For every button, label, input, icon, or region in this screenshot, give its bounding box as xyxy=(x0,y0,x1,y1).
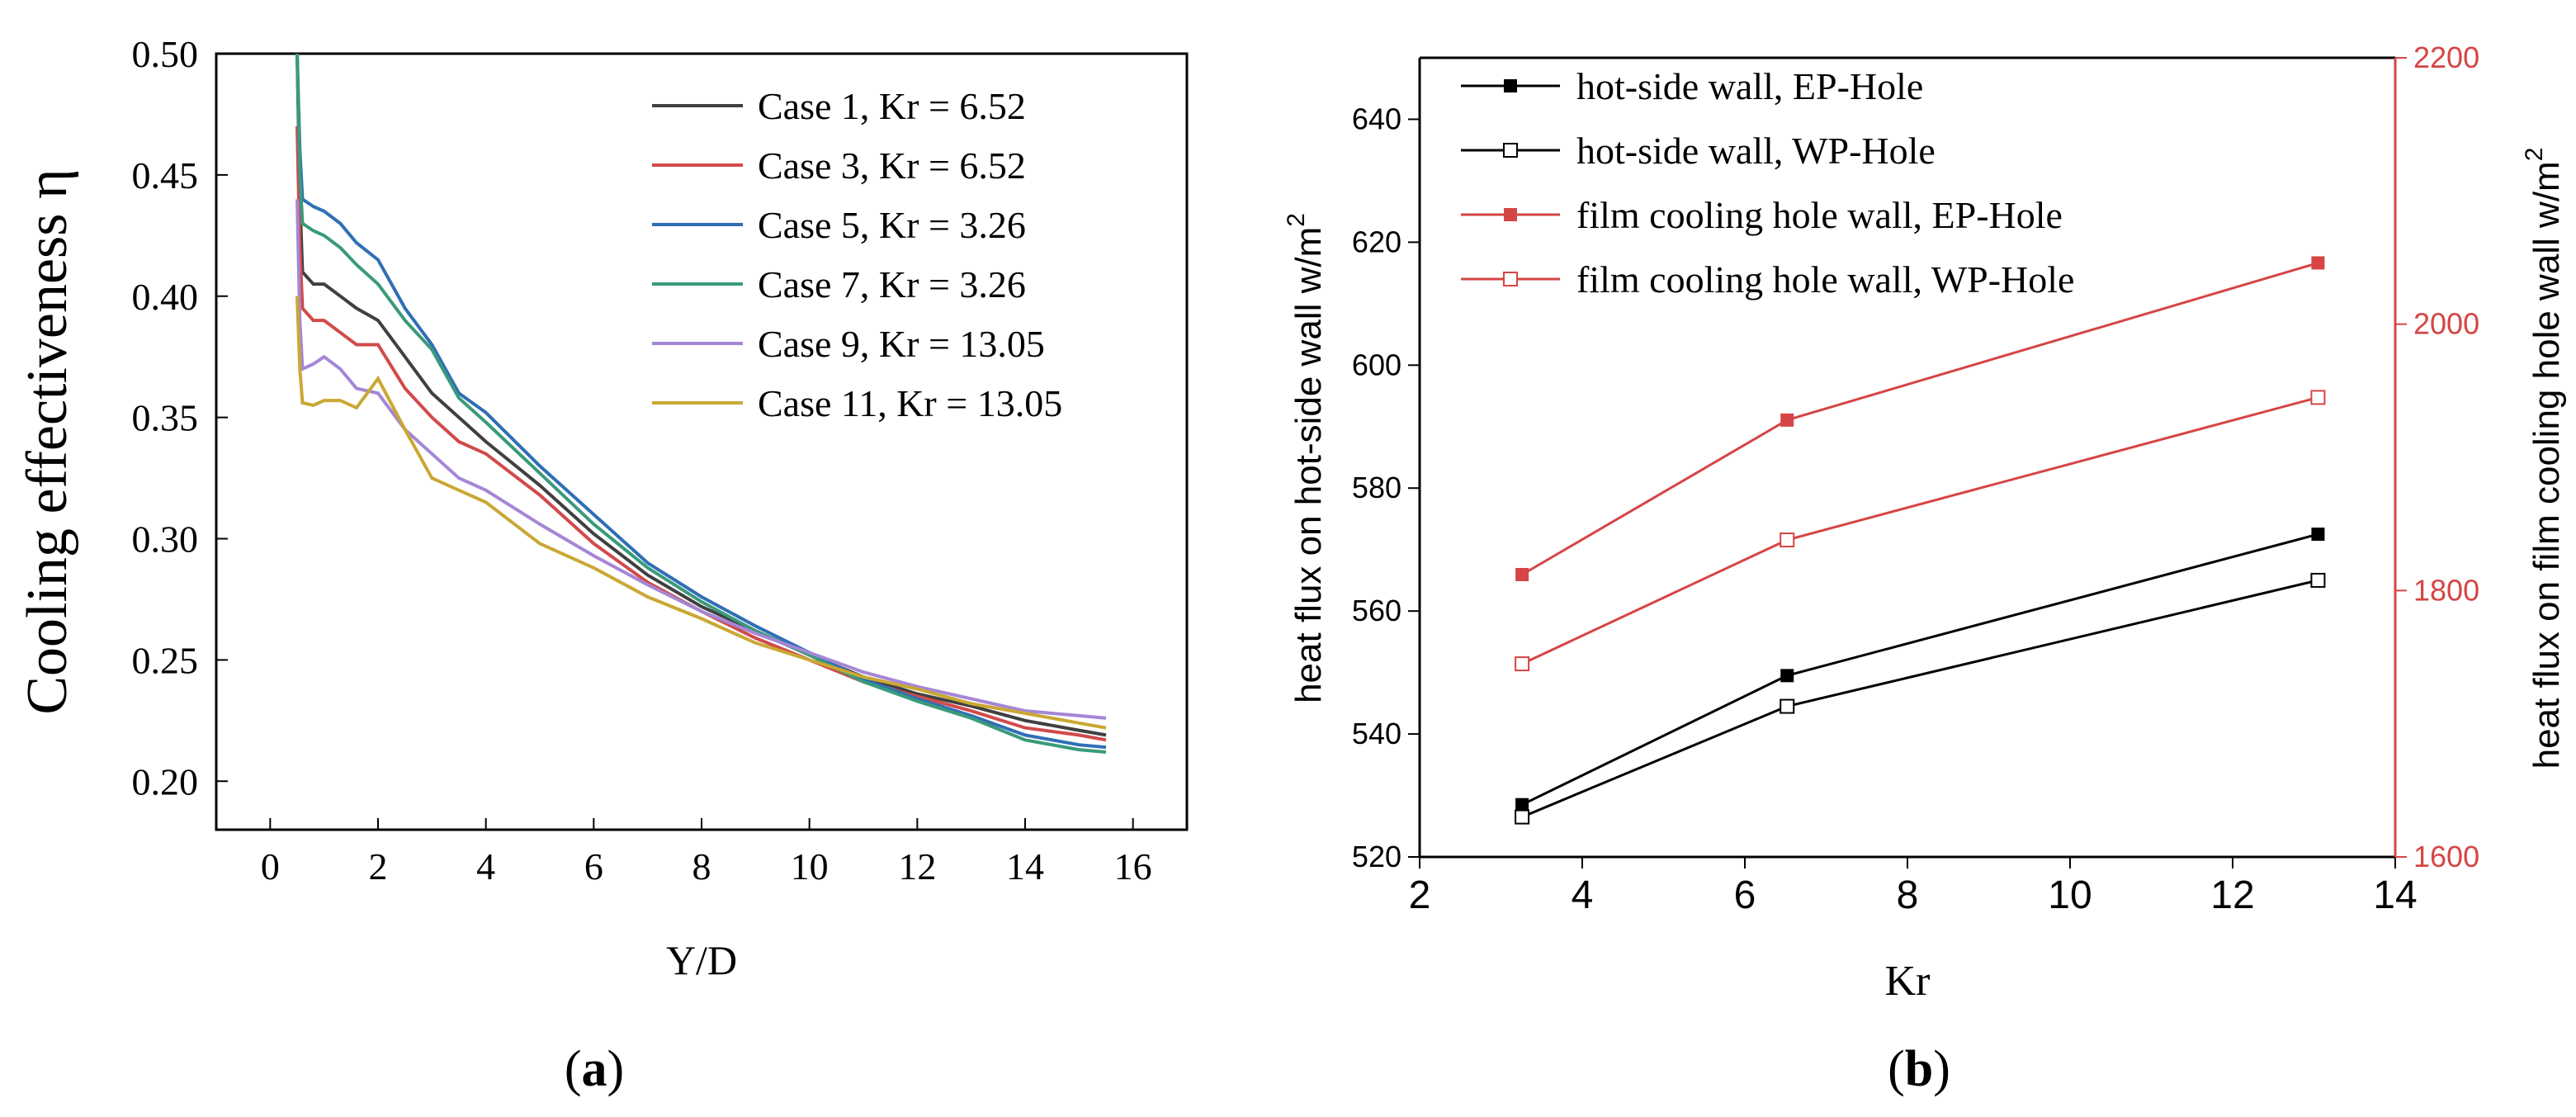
panel-a-ytick-label: 0.20 xyxy=(132,760,199,802)
panel-a-ylabel: Cooling effectiveness η xyxy=(16,168,79,714)
panel-b-legend-marker-4 xyxy=(1503,272,1518,286)
panel-a-legend-label-3: Case 5, Kr = 3.26 xyxy=(758,204,1026,246)
panel-b-point-s2-2 xyxy=(1780,698,1795,714)
panel-b-chart: 2 4 6 8 10 12 14 520 540 560 580 600 620 640 1600 1800 2… xyxy=(1283,40,2567,1097)
panel-b-ytick-label: 520 xyxy=(1352,840,1401,873)
panel-b-xtick-label: 4 xyxy=(1572,873,1594,917)
panel-a-caption-letter: a xyxy=(582,1041,607,1097)
panel-a-series-line-4 xyxy=(295,53,1107,754)
panel-b-ytick-label: 540 xyxy=(1352,717,1401,750)
panel-a-xtick-label: 0 xyxy=(261,845,280,887)
panel-a-ytick-label: 0.25 xyxy=(132,639,199,681)
panel-a-ytick-label: 0.40 xyxy=(132,276,199,318)
panel-b-xtick-label: 14 xyxy=(2373,873,2417,917)
panel-b-legend-label-1: hot-side wall, EP-Hole xyxy=(1576,65,1923,107)
panel-b-point-s2-1 xyxy=(1515,809,1530,825)
panel-a-xlabel: Y/D xyxy=(666,937,737,983)
panel-a-xtick-label: 6 xyxy=(584,845,603,887)
panel-b-xtick-label: 6 xyxy=(1734,873,1756,917)
panel-b-point-s3-2 xyxy=(1780,413,1794,427)
panel-a-ytick-label: 0.35 xyxy=(132,397,199,439)
panel-b-ytick-label: 600 xyxy=(1352,348,1401,381)
panel-a-caption: (a) xyxy=(565,1041,624,1097)
panel-b-point-s3-3 xyxy=(2311,256,2325,270)
panel-a-xtick-label: 12 xyxy=(898,845,936,887)
panel-b-series-line-3 xyxy=(1521,262,2318,576)
panel-b-point-s2-3 xyxy=(2310,572,2326,588)
panel-b-ylabel: heat flux on hot-side wall w/m2 xyxy=(1283,213,1329,703)
panel-a-series-line-3 xyxy=(295,53,1107,750)
panel-a-xtick-label: 14 xyxy=(1006,845,1044,887)
panel-b-ytick-label: 640 xyxy=(1352,102,1401,135)
panel-a-legend-label-2: Case 3, Kr = 6.52 xyxy=(758,144,1026,187)
panel-b-y2label: heat flux on film cooling hole wall w/m2 xyxy=(2521,148,2567,769)
panel-b-y2tick-label: 2000 xyxy=(2413,307,2479,341)
panel-b-point-s1-3 xyxy=(2311,528,2325,542)
panel-a-legend-label-1: Case 1, Kr = 6.52 xyxy=(758,85,1026,127)
panel-a-xtick-label: 4 xyxy=(476,845,495,887)
panel-b-y2tick-label: 1800 xyxy=(2413,573,2479,607)
panel-a-xtick-label: 16 xyxy=(1114,845,1152,887)
panel-b-ytick-label: 580 xyxy=(1352,471,1401,504)
panel-b-caption-letter: b xyxy=(1905,1041,1933,1097)
panel-b-legend-label-2: hot-side wall, WP-Hole xyxy=(1576,130,1936,172)
panel-a-xtick-label: 2 xyxy=(369,845,388,887)
panel-b-series-line-2 xyxy=(1521,579,2318,818)
panel-a-series-line-1 xyxy=(295,53,1107,737)
panel-b-legend-label-4: film cooling hole wall, WP-Hole xyxy=(1576,258,2074,301)
panel-a-ytick-label: 0.45 xyxy=(132,154,199,196)
panel-b-point-s4-3 xyxy=(2310,390,2326,405)
panel-b-point-s3-1 xyxy=(1515,567,1529,581)
panel-b-xtick-label: 8 xyxy=(1897,873,1919,917)
panel-b-ytick-label: 560 xyxy=(1352,594,1401,627)
panel-a-series-line-2 xyxy=(295,126,1107,742)
panel-a-xtick-label: 10 xyxy=(791,845,829,887)
panel-b-xlabel: Kr xyxy=(1885,958,1931,1005)
panel-b-point-s4-1 xyxy=(1515,656,1530,672)
panel-b-series-line-1 xyxy=(1521,532,2318,807)
panel-a-legend-label-4: Case 7, Kr = 3.26 xyxy=(758,263,1026,305)
panel-b-legend-marker-2 xyxy=(1503,143,1518,158)
panel-a-xtick-label: 8 xyxy=(692,845,711,887)
panel-b-xtick-label: 2 xyxy=(1409,873,1431,917)
panel-b-point-s1-2 xyxy=(1780,669,1794,683)
panel-b-y2tick-label: 1600 xyxy=(2413,840,2479,873)
panel-a-ytick-label: 0.50 xyxy=(132,33,199,75)
panel-b-point-s4-2 xyxy=(1780,532,1795,548)
panel-a-legend-label-6: Case 11, Kr = 13.05 xyxy=(758,382,1062,424)
panel-b-point-s1-1 xyxy=(1515,798,1529,812)
panel-b-xtick-label: 12 xyxy=(2210,873,2254,917)
panel-a-series-line-5 xyxy=(295,199,1107,720)
panel-b-xtick-label: 10 xyxy=(2048,873,2092,917)
panel-a-ytick-label: 0.30 xyxy=(132,518,199,561)
panel-b-legend-marker-3 xyxy=(1504,208,1517,221)
panel-b-legend-label-3: film cooling hole wall, EP-Hole xyxy=(1576,194,2063,236)
panel-a-legend-label-5: Case 9, Kr = 13.05 xyxy=(758,323,1045,365)
panel-b-caption: (b) xyxy=(1888,1041,1950,1097)
panel-b-series-line-4 xyxy=(1521,395,2318,665)
panel-a-chart: 0 2 4 6 8 10 12 14 16 0.20 0.25 0.30 0.35 0.40 0.45 0.5… xyxy=(16,33,1189,1097)
panel-b-y2tick-label: 2200 xyxy=(2413,40,2479,74)
panel-b-ytick-label: 620 xyxy=(1352,225,1401,258)
panel-a-series-line-6 xyxy=(295,296,1107,730)
panel-b-legend-marker-1 xyxy=(1504,79,1517,92)
